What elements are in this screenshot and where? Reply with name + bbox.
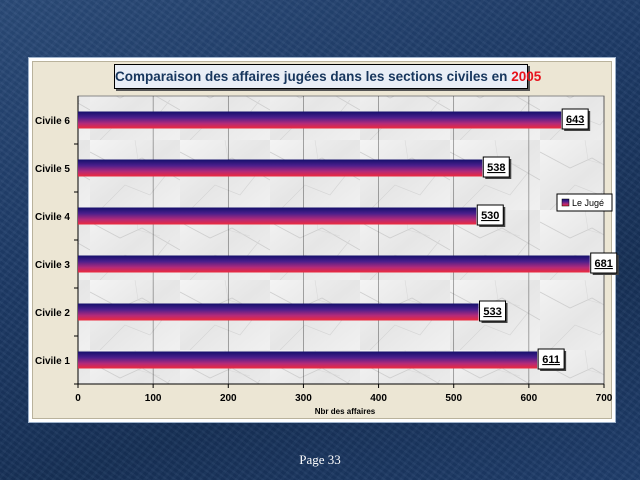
bar [78, 207, 477, 225]
data-label-box [482, 156, 510, 178]
data-label: 530 [481, 210, 499, 222]
data-label-box [479, 300, 507, 322]
chart-title-year: 2005 [511, 69, 542, 84]
chart-title: Comparaison des affaires jugées dans les… [114, 64, 541, 89]
plot-area [77, 95, 605, 385]
legend-box [556, 193, 613, 212]
chart-title-text: Comparaison des affaires jugées dans les… [115, 69, 508, 84]
x-tick-label: 200 [220, 393, 237, 404]
data-label: 533 [483, 306, 501, 318]
x-tick-label: 500 [445, 393, 462, 404]
legend-label: Le Jugé [572, 198, 604, 208]
data-label-box [561, 108, 589, 130]
x-tick-label: 600 [521, 393, 538, 404]
bar [78, 255, 590, 273]
category-label: Civile 1 [35, 356, 70, 367]
x-tick-label: 300 [295, 393, 312, 404]
legend-swatch [561, 198, 570, 207]
bar [78, 303, 479, 321]
data-label: 681 [595, 258, 613, 270]
data-label-box [476, 204, 504, 226]
category-label: Civile 6 [35, 116, 70, 127]
bar [78, 351, 538, 369]
x-tick-label: 100 [145, 393, 162, 404]
data-label-box [537, 348, 565, 370]
bar [78, 111, 562, 129]
x-tick-label: 0 [75, 393, 81, 404]
data-label: 643 [566, 114, 584, 126]
x-axis-title: Nbr des affaires [315, 407, 376, 416]
data-label: 611 [542, 354, 560, 366]
category-label: Civile 4 [35, 212, 70, 223]
x-tick-label: 400 [370, 393, 387, 404]
bar [78, 159, 483, 177]
category-label: Civile 3 [35, 260, 70, 271]
category-label: Civile 5 [35, 164, 70, 175]
category-label: Civile 2 [35, 308, 70, 319]
data-label: 538 [487, 162, 505, 174]
x-tick-label: 700 [596, 393, 613, 404]
page-number: Page 33 [299, 452, 341, 467]
data-label-box [590, 252, 618, 274]
